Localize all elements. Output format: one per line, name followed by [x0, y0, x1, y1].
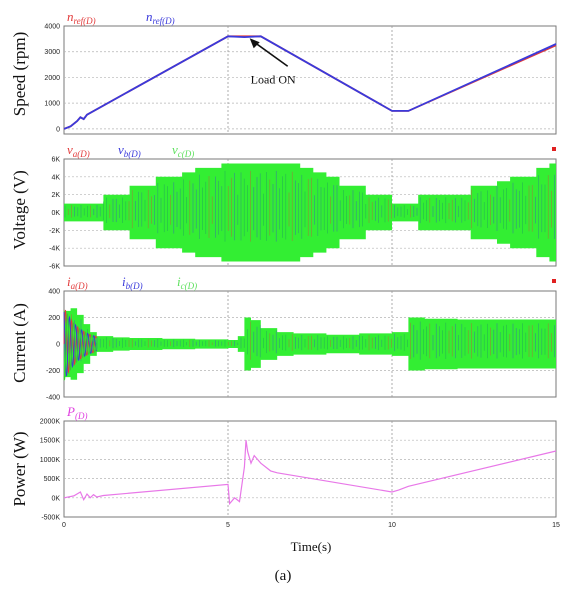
phase-current-oscillation: [63, 311, 97, 377]
y-tick-label: 6K: [51, 157, 60, 164]
legend-entry: ib(D): [122, 274, 143, 291]
series-line: [63, 35, 557, 130]
legend-symbol: n: [67, 9, 74, 24]
y-tick-label: -400: [46, 395, 60, 402]
y-tick-label: 0K: [51, 495, 60, 502]
legend-entry: vc(D): [172, 142, 194, 159]
legend-entry: ia(D): [67, 274, 88, 291]
legend-symbol: v: [118, 142, 124, 157]
y-tick-label: 0K: [51, 210, 60, 217]
legend-subscript: b(D): [126, 281, 143, 291]
y-tick-label: -500K: [41, 515, 60, 522]
series-line: [63, 440, 557, 506]
legend-symbol: i: [122, 274, 126, 289]
panel-4: 2000K 1500K 1000K 500K 0K -500K Power (W) P(D) 0…: [10, 404, 560, 529]
legend-symbol: v: [67, 142, 73, 157]
legend-subscript: b(D): [124, 149, 141, 159]
y-tick-label: 0: [56, 342, 60, 349]
y-tick-label: -2K: [49, 228, 60, 235]
x-tick-label: 5: [226, 522, 230, 529]
x-tick-label: 15: [552, 522, 560, 529]
legend-symbol: v: [172, 142, 178, 157]
marker-square: [552, 279, 556, 283]
legend-subscript: (D): [75, 411, 88, 421]
signal-envelope: [64, 163, 556, 262]
legend-entry: ic(D): [177, 274, 197, 291]
x-axis-label: Time(s): [291, 539, 332, 554]
x-tick-label: 0: [62, 522, 66, 529]
y-tick-label: 2000K: [40, 419, 61, 426]
y-tick-label: 500K: [44, 476, 61, 483]
legend-subscript: a(D): [73, 149, 90, 159]
y-tick-label: 3000: [44, 49, 60, 56]
figure-caption: (a): [275, 568, 292, 584]
annotation-arrowhead: [249, 38, 260, 49]
legend-symbol: P: [66, 404, 75, 419]
legend-symbol: i: [177, 274, 181, 289]
y-axis-label: Current (A): [10, 303, 29, 383]
legend-entry: va(D): [67, 142, 90, 159]
plot-area: [63, 420, 557, 518]
legend-symbol: i: [67, 274, 71, 289]
legend-subscript: ref(D): [74, 16, 96, 26]
y-axis-label: Speed (rpm): [10, 32, 29, 117]
plot-area: [63, 25, 557, 135]
signal-envelope: [64, 308, 556, 380]
y-tick-label: 0: [56, 126, 60, 133]
y-tick-label: 1500K: [40, 438, 61, 445]
legend-entry: vb(D): [118, 142, 141, 159]
annotation-label: Load ON: [251, 72, 296, 86]
x-tick-label: 10: [388, 522, 396, 529]
y-axis-label: Voltage (V): [10, 170, 29, 249]
annotation-arrow: [251, 39, 289, 67]
y-axis-label: Power (W): [10, 431, 29, 506]
legend-subscript: a(D): [71, 281, 88, 291]
y-tick-label: 4000: [44, 24, 60, 31]
y-tick-label: 1000: [44, 101, 60, 108]
marker-square: [552, 147, 556, 151]
y-tick-label: 2K: [51, 192, 60, 199]
legend-subscript: c(D): [181, 281, 198, 291]
y-tick-label: -4K: [49, 246, 60, 253]
legend-entry: nref(D): [146, 9, 175, 26]
legend-symbol: n: [146, 9, 153, 24]
y-tick-label: 200: [48, 315, 60, 322]
y-tick-label: 1000K: [40, 457, 61, 464]
y-tick-label: 4K: [51, 174, 60, 181]
legend-subscript: ref(D): [153, 16, 175, 26]
y-tick-label: -200: [46, 368, 60, 375]
legend-subscript: c(D): [178, 149, 195, 159]
y-tick-label: 400: [48, 289, 60, 296]
phase-current-oscillation: [63, 313, 97, 382]
y-tick-label: 2000: [44, 75, 60, 82]
y-tick-label: -6K: [49, 264, 60, 271]
legend-entry: P(D): [66, 404, 87, 421]
legend-entry: nref(D): [67, 9, 96, 26]
